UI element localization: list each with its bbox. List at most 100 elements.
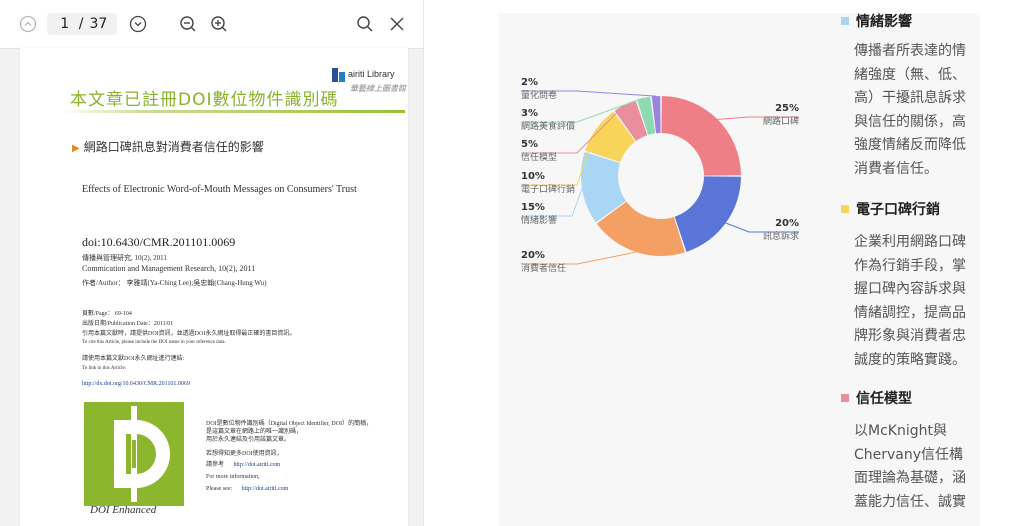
slice-name-label: 網路口碑: [763, 115, 799, 127]
donut-slice-8[interactable]: [651, 96, 661, 134]
article-title-zh-text: 網路口碑訊息對消費者信任的影響: [83, 140, 264, 154]
slice-name-label: 消費者信任: [521, 262, 566, 274]
doi-enhanced-text: DOI Enhanced: [90, 504, 157, 516]
page-indicator: 1 / 37: [47, 13, 117, 35]
section-line: 與信任的關係，高: [854, 113, 966, 130]
doi-logo-icon: [84, 402, 184, 506]
logo-subtitle: 華藝線上圖書館: [350, 84, 406, 93]
section-header: 電子口碑行銷: [841, 199, 940, 219]
section-title: 信任模型: [856, 391, 912, 407]
section-line: 緒強度（無、低、: [854, 66, 966, 83]
more-info-en: For more information,: [206, 474, 260, 480]
airiti-logo-icon: [332, 68, 345, 82]
legend-square-icon: [841, 17, 849, 25]
section-line: 蓋能力信任、誠實: [854, 493, 966, 510]
chevron-down-icon: [129, 15, 147, 33]
section-line: 面理論為基礎，涵: [854, 470, 966, 486]
search-button[interactable]: [354, 13, 376, 35]
zoom-in-button[interactable]: [208, 13, 230, 35]
doi-info-line-1: DOI是數位物件識別碼（Digital Object Identifier, D…: [206, 421, 373, 427]
zoom-out-button[interactable]: [177, 13, 199, 35]
article-panel: 25% 網路口碑 20% 訊息訴求 20% 消費者信任 15% 情緒影響 10% 電子口碑行銷 5%…: [499, 13, 980, 526]
search-icon: [357, 16, 373, 32]
article-title-en: Effects of Electronic Word-of-Mouth Mess…: [82, 184, 357, 195]
section-line: 企業利用網路口碑: [854, 234, 966, 250]
slice-name-label: 情緒影響: [521, 214, 557, 226]
section-line: 消費者信任。: [854, 160, 938, 177]
section-emotion: 情緒影響: [841, 13, 912, 31]
airiti-logo: airiti Library 華藝線上圖書館: [332, 68, 406, 98]
donut-slice-5[interactable]: [585, 111, 636, 163]
leader-line-5: [521, 128, 597, 186]
leader-line-2: [725, 222, 799, 233]
section-line: Chervany信任構: [854, 446, 964, 463]
doi-site-link-zh[interactable]: http://doi.airiti.com: [233, 462, 281, 468]
doi-site-link-en[interactable]: http://doi.airiti.com: [241, 486, 289, 492]
section-trust-body: 以McKnight與 Chervany信任構 面理論為基礎，涵 蓋能力信任、誠實: [854, 420, 974, 514]
section-line: 誠度的策略實踐。: [854, 351, 966, 368]
reference-row: 請參考 http://doi.airiti.com: [206, 459, 280, 468]
journal-en: Commication and Management Research, 10(…: [82, 264, 256, 273]
prev-page-button[interactable]: [17, 13, 39, 35]
slice-percent-label: 25%: [775, 103, 799, 114]
slice-name-label: 訊息訴求: [763, 230, 799, 242]
section-trust-model: 信任模型: [841, 388, 912, 408]
donut-slice-3[interactable]: [596, 201, 685, 256]
slice-name-label: 電子口碑行銷: [521, 183, 575, 195]
section-title: 電子口碑行銷: [856, 202, 940, 218]
slice-percent-label: 3%: [521, 108, 538, 119]
cite-instruction-en: To cite this Article, please include the…: [82, 340, 226, 345]
chevron-up-icon: [19, 15, 37, 33]
pdf-viewer: 1 / 37: [0, 0, 424, 526]
more-info-zh: 若想得知更多DOI使用資訊，: [206, 451, 283, 457]
doi-info-line-2: 是這篇文章在網路上的唯一識別碼，: [206, 429, 303, 435]
leader-line-6: [521, 104, 626, 154]
section-emotion-body: 傳播者所表達的情 緒強度（無、低、 高）干擾訊息訴求 與信任的關係，高 強度情緒…: [854, 40, 974, 181]
journal-zh: 傳播與管理研究, 10(2), 2011: [82, 254, 167, 262]
close-button[interactable]: [386, 13, 408, 35]
legend-square-icon: [841, 205, 849, 213]
cite-instruction-zh: 引用本篇文獻時，請提供DOI資訊，並透過DOI永久網址取得最正確的書目資訊。: [82, 331, 296, 337]
authors: 作者/Author： 李雅靖(Ya-Ching Lee);吳忠翰(Chang-H…: [82, 279, 267, 287]
section-ewom-marketing: 電子口碑行銷: [841, 199, 940, 219]
section-line: 作為行銷手段，掌: [854, 257, 966, 274]
section-line: 傳播者所表達的情: [854, 43, 966, 59]
leader-line-3: [521, 251, 637, 265]
article-doi-link[interactable]: http://dx.doi.org/10.6430/CMR.201101.006…: [82, 381, 190, 387]
slice-percent-label: 20%: [521, 250, 545, 261]
triangle-bullet-icon: ▶: [72, 143, 80, 154]
donut-slice-2[interactable]: [674, 176, 741, 252]
donut-chart: 25%網路口碑20%訊息訴求20%消費者信任15%情緒影響10%電子口碑行銷5%…: [521, 77, 799, 274]
section-header: 信任模型: [841, 388, 912, 408]
leader-line-1: [717, 116, 799, 120]
donut-slice-7[interactable]: [637, 96, 656, 135]
page-count: 頁數/Page： 69-104: [82, 311, 132, 317]
slice-percent-label: 20%: [775, 218, 799, 229]
pdf-page: airiti Library 華藝線上圖書館 本文章已註冊DOI數位物件識別碼 …: [20, 48, 408, 526]
section-line: 情緒調控，提高品: [854, 304, 966, 321]
publication-date: 出版日期/Publication Date：2011/01: [82, 321, 174, 327]
leader-line-4: [521, 188, 583, 217]
slice-percent-label: 2%: [521, 77, 538, 88]
zoom-out-icon: [180, 16, 196, 32]
zoom-in-icon: [211, 16, 227, 32]
donut-slice-1[interactable]: [661, 96, 741, 176]
doi-identifier: doi:10.6430/CMR.201101.0069: [82, 235, 236, 249]
donut-slice-6[interactable]: [614, 100, 648, 141]
donut-slice-4[interactable]: [581, 152, 626, 223]
doi-registered-title: 本文章已註冊DOI數位物件識別碼: [70, 90, 339, 110]
slice-percent-label: 5%: [521, 139, 538, 150]
viewer-toolbar: 1 / 37: [0, 0, 423, 49]
next-page-button[interactable]: [127, 13, 149, 35]
section-ewom-body: 企業利用網路口碑 作為行銷手段，掌 握口碑內容訴求與 情緒調控，提高品 牌形象與…: [854, 231, 974, 372]
see-label: Please see:: [206, 486, 233, 492]
slice-percent-label: 10%: [521, 171, 545, 182]
page-separator: /: [78, 16, 84, 32]
doi-info-line-3: 用於永久連結及引用該篇文章。: [206, 437, 291, 443]
article-title-zh: ▶ 網路口碑訊息對消費者信任的影響: [72, 138, 264, 155]
section-title: 情緒影響: [856, 14, 912, 30]
current-page-input[interactable]: 1: [60, 16, 70, 32]
see-row: Please see: http://doi.airiti.com: [206, 486, 288, 492]
title-divider: [60, 110, 405, 113]
section-line: 強度情緒反而降低: [854, 137, 966, 153]
